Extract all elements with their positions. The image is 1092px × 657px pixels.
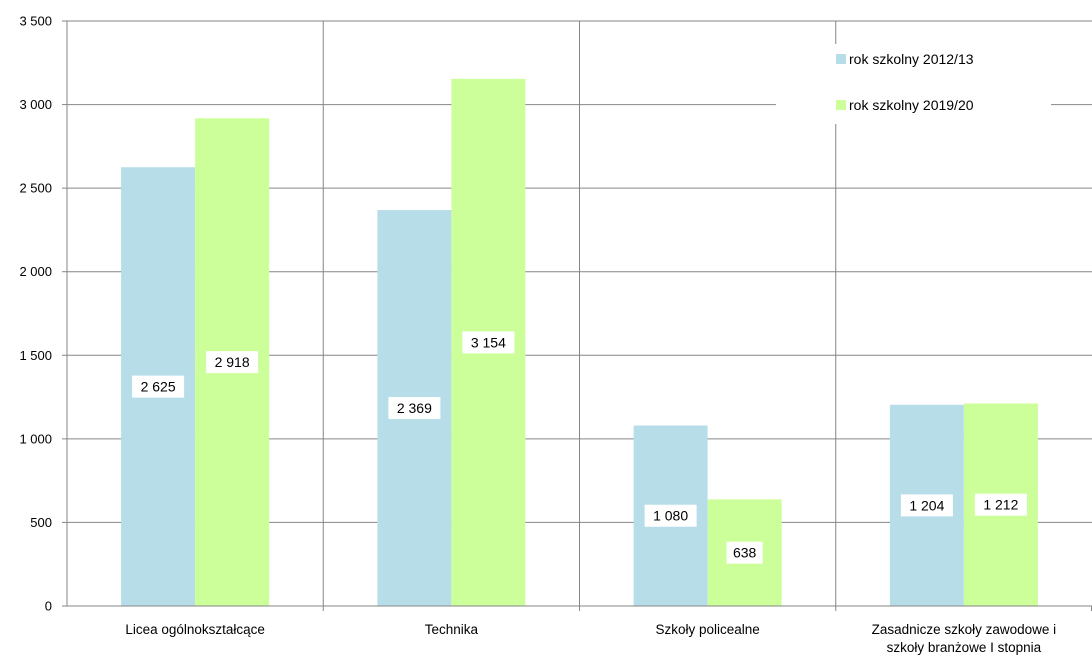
- legend-label: rok szkolny 2019/20: [849, 97, 974, 113]
- legend-label: rok szkolny 2012/13: [849, 51, 974, 67]
- legend-box: [776, 44, 1051, 124]
- data-labels: 2 625 2 918 2 369 3 154 1 080 638 1 204 1 212: [132, 331, 1027, 564]
- y-axis-ticks: 0 500 1 000 1 500 2 000 2 500 3 000 3 500: [19, 14, 67, 614]
- data-label: 3 154: [471, 334, 506, 350]
- data-label-box: [132, 375, 185, 398]
- data-label-box: [206, 351, 259, 374]
- data-label: 1 204: [909, 497, 944, 513]
- y-tick-label: 1 500: [19, 348, 52, 363]
- y-tick-label: 0: [45, 599, 52, 614]
- data-label: 1 212: [983, 497, 1018, 513]
- axes: [66, 21, 1092, 607]
- data-label: 2 625: [141, 379, 176, 395]
- y-tick-label: 2 500: [19, 181, 52, 196]
- data-label-box: [388, 397, 441, 420]
- y-tick-label: 500: [30, 515, 52, 530]
- legend-swatch: [836, 100, 846, 110]
- x-category-label: Zasadnicze szkoły zawodowe i szkoły branż…: [872, 622, 1057, 655]
- x-category-label: Licea ogólnokształcące: [125, 622, 265, 637]
- data-label-box: [974, 493, 1027, 516]
- x-category-label: Technika: [425, 622, 479, 637]
- y-tick-label: 3 000: [19, 97, 52, 112]
- x-category-label: Szkoły policealne: [655, 622, 759, 637]
- data-label: 1 080: [653, 508, 688, 524]
- x-axis-categories: Licea ogólnokształcące Technika Szkoły pol…: [125, 622, 1056, 655]
- legend: rok szkolny 2012/13 rok szkolny 2019/20: [776, 44, 1051, 124]
- y-tick-label: 3 500: [19, 14, 52, 29]
- data-label-box: [462, 331, 515, 354]
- data-label: 2 369: [397, 400, 432, 416]
- y-tick-label: 2 000: [19, 264, 52, 279]
- legend-swatch: [836, 54, 846, 64]
- data-label: 2 918: [215, 354, 250, 370]
- y-tick-label: 1 000: [19, 431, 52, 446]
- data-label-box: [900, 494, 953, 517]
- data-label-box: [726, 541, 763, 564]
- data-label: 638: [733, 545, 757, 561]
- data-label-box: [644, 504, 697, 527]
